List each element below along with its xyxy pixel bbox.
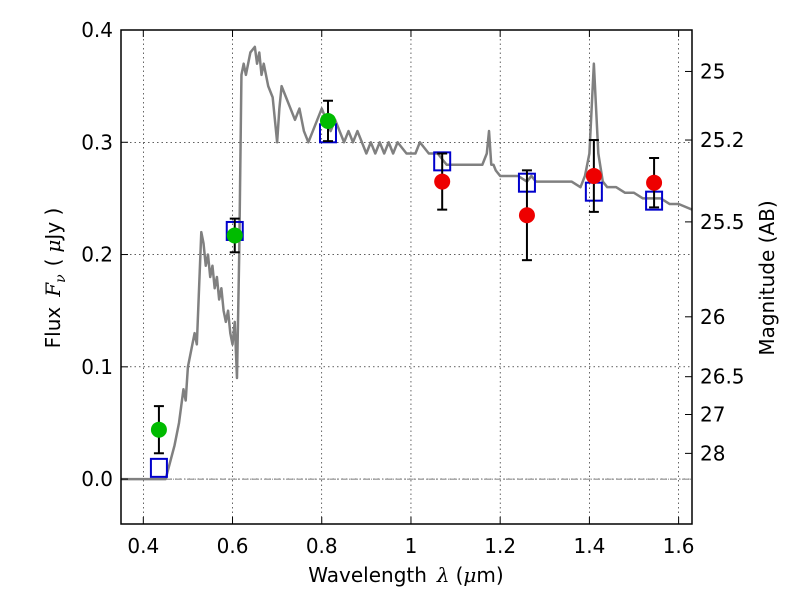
detection-point — [518, 207, 535, 224]
plot-area — [121, 45, 692, 481]
x-axis-title: Wavelength λ (μm) — [308, 563, 503, 587]
y2-axis-title: Magnitude (AB) — [755, 200, 779, 355]
detection-point — [585, 167, 602, 184]
x-tick-label: 0.8 — [306, 534, 338, 558]
magnitude-tick-label: 28 — [700, 441, 725, 465]
y-tick-label: 0.1 — [81, 355, 113, 379]
x-axis-ticks: 0.4 0.6 0.8 1 1.2 1.4 1.6 — [127, 30, 695, 558]
x-tick-label: 1 — [405, 534, 418, 558]
detection-point — [319, 112, 336, 129]
y-tick-label: 0.4 — [81, 18, 113, 42]
magnitude-tick-label: 25.5 — [700, 210, 745, 234]
detection-point — [646, 174, 663, 191]
y-tick-label: 0.2 — [81, 243, 113, 267]
y-tick-label: 0.0 — [81, 467, 113, 491]
magnitude-axis-ticks: 25 25.2 25.5 26 26.5 27 28 — [685, 59, 745, 465]
x-tick-label: 1.6 — [663, 534, 695, 558]
detection-point — [150, 421, 167, 438]
x-tick-label: 0.4 — [127, 534, 159, 558]
sed-model-line — [121, 45, 692, 481]
x-tick-label: 1.4 — [573, 534, 605, 558]
detection-point — [434, 173, 451, 190]
magnitude-tick-label: 26.5 — [700, 365, 745, 389]
y-axis-ticks: 0.0 0.1 0.2 0.3 0.4 — [81, 18, 128, 491]
model-photometry-square — [149, 457, 168, 478]
magnitude-tick-label: 25.2 — [700, 128, 745, 152]
detection-markers — [150, 112, 663, 438]
x-tick-label: 1.2 — [484, 534, 516, 558]
magnitude-tick-label: 25 — [700, 59, 725, 83]
y-tick-label: 0.3 — [81, 130, 113, 154]
axes-frame — [120, 29, 693, 525]
y-axis-title: FluxFν(μJy ) — [41, 208, 69, 349]
detection-point — [226, 227, 243, 244]
x-tick-label: 0.6 — [217, 534, 249, 558]
magnitude-tick-label: 27 — [700, 402, 725, 426]
magnitude-tick-label: 26 — [700, 305, 725, 329]
